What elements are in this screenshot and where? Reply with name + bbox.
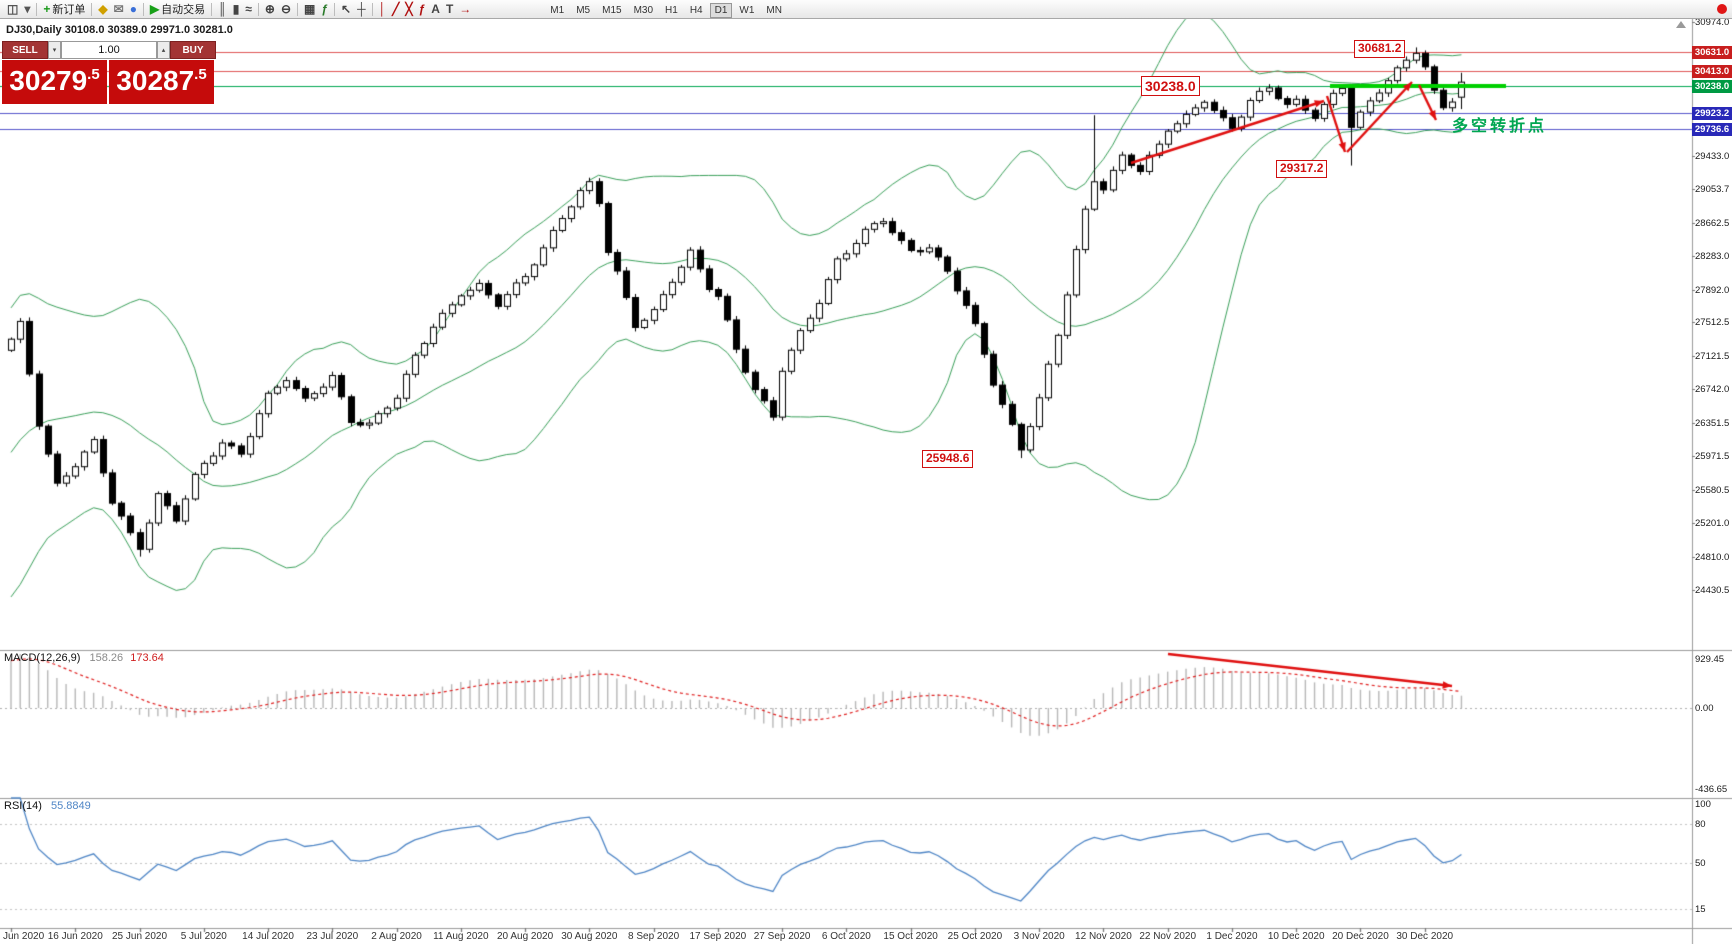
cursor-icon[interactable]: ↖: [338, 1, 354, 17]
chart-ohlc-title: DJ30,Daily 30108.0 30389.0 29971.0 30281…: [6, 24, 233, 36]
zoom-in-icon[interactable]: ⊕: [262, 1, 278, 17]
bars-chart-icon: ║: [218, 2, 227, 16]
fibonacci-icon: ƒ: [418, 2, 426, 16]
zoom-out-icon[interactable]: ⊖: [278, 1, 294, 17]
new-order-button-label: 新订单: [52, 3, 86, 16]
timeframe-toolbar: M1 M5 M15 M30 H1 H4 D1 W1 MN: [544, 0, 788, 18]
buy-price-box[interactable]: 30287 .5: [109, 60, 214, 104]
indicators-icon: ƒ: [321, 2, 329, 16]
cursor-icon: ↖: [341, 2, 352, 16]
zoom-out-icon: ⊖: [280, 2, 292, 16]
buy-price-main: 30287: [116, 65, 195, 96]
timeframe-h4[interactable]: H4: [689, 5, 703, 16]
trade-price-row: 30279 .5 30287 .5: [2, 60, 216, 104]
toolbar-separator: [334, 2, 336, 16]
vertical-line-icon[interactable]: │: [376, 1, 390, 17]
new-order-icon: +: [43, 1, 51, 16]
crosshair-icon: ┼: [357, 2, 366, 16]
buy-button[interactable]: BUY: [170, 41, 216, 59]
toolbar-separator: [142, 2, 144, 16]
sell-price-box[interactable]: 30279 .5: [2, 60, 107, 104]
candlestick-chart-icon: ▮: [232, 2, 240, 16]
news-icon: ●: [129, 2, 137, 16]
notification-badge[interactable]: [1717, 4, 1727, 14]
indicators-icon[interactable]: ƒ: [318, 1, 331, 17]
alert-icon[interactable]: ◆: [95, 1, 110, 17]
timeframe-m30[interactable]: M30: [633, 5, 654, 16]
text-icon[interactable]: A: [428, 1, 443, 17]
autotrade-icon: ▶: [149, 1, 160, 16]
timeframe-d1[interactable]: D1: [709, 3, 733, 18]
toolbar-separator: [211, 2, 213, 16]
trade-controls-row: SELL ▾ 1.00 ▴ BUY: [2, 41, 216, 59]
arrows-icon: →: [459, 2, 472, 16]
toolbar-separator: [297, 2, 299, 16]
vertical-line-icon: │: [378, 2, 387, 16]
buy-price-frac: .5: [194, 66, 207, 83]
timeframe-w1[interactable]: W1: [739, 5, 755, 16]
volume-up-spinner[interactable]: ▴: [157, 41, 170, 59]
trendline-icon: ╱: [392, 2, 400, 16]
sell-price-main: 30279: [9, 65, 88, 96]
trendline-icon[interactable]: ╱: [389, 1, 402, 17]
autotrade-button-label: 自动交易: [161, 3, 206, 16]
line-chart-icon[interactable]: ≈: [242, 1, 255, 17]
timeframe-m5[interactable]: M5: [576, 5, 591, 16]
new-order-button[interactable]: + 新订单: [40, 1, 88, 18]
text-icon: A: [431, 2, 440, 16]
tile-windows-icon[interactable]: ▦: [301, 1, 318, 17]
toolbar-separator: [257, 2, 259, 16]
sell-button[interactable]: SELL: [2, 41, 48, 59]
one-click-trading-panel: SELL ▾ 1.00 ▴ BUY 30279 .5 30287 .5: [2, 41, 216, 104]
line-chart-icon: ≈: [245, 2, 252, 16]
candlestick-chart-icon[interactable]: ▮: [230, 1, 243, 17]
timeframe-m1[interactable]: M1: [550, 5, 565, 16]
bars-chart-icon[interactable]: ║: [215, 1, 230, 17]
macd-value-signal: 173.64: [130, 652, 164, 664]
macd-name: MACD(12,26,9): [4, 652, 81, 664]
macd-value-main: 158.26: [89, 652, 124, 664]
turning-point-note[interactable]: 多空转折点: [1452, 118, 1548, 135]
timeframe-m15[interactable]: M15: [602, 5, 622, 16]
crosshair-icon[interactable]: ┼: [354, 1, 369, 17]
rsi-value: 55.8849: [50, 800, 91, 812]
rsi-indicator-label: RSI(14) 55.8849: [4, 800, 91, 812]
toolbar: ◫ ▾ + 新订单 ◆ ✉ ● ▶ 自动交易 ║ ▮ ≈ ⊕ ⊖ ▦ ƒ ↖ ┼ │ ╱ ╳ ƒ A T → M1 M5 M15 M30…: [0, 0, 1732, 19]
chart-dropdown-icon[interactable]: ▾: [21, 1, 33, 17]
toolbar-separator: [371, 2, 373, 16]
arrows-icon[interactable]: →: [456, 1, 474, 17]
zoom-in-icon: ⊕: [264, 2, 275, 16]
chart-dropdown-icon: ▾: [24, 2, 31, 16]
autotrade-button[interactable]: ▶ 自动交易: [147, 1, 208, 18]
toolbar-separator: [36, 2, 38, 16]
mailbox-icon: ✉: [113, 2, 124, 16]
rsi-name: RSI(14): [4, 800, 42, 812]
tile-windows-icon: ▦: [304, 2, 316, 16]
timeframe-mn[interactable]: MN: [766, 5, 782, 16]
new-chart-icon: ◫: [7, 2, 19, 16]
timeframe-h1[interactable]: H1: [665, 5, 678, 16]
text-label-icon: T: [445, 2, 454, 16]
mailbox-icon[interactable]: ✉: [111, 1, 127, 17]
volume-input[interactable]: 1.00: [61, 41, 157, 59]
macd-indicator-label: MACD(12,26,9) 158.26 173.64: [4, 652, 164, 664]
channel-icon[interactable]: ╳: [402, 1, 415, 17]
new-chart-icon[interactable]: ◫: [4, 1, 21, 17]
alert-icon: ◆: [98, 2, 108, 16]
text-label-icon[interactable]: T: [443, 1, 456, 17]
news-icon[interactable]: ●: [127, 1, 140, 17]
fibonacci-icon[interactable]: ƒ: [416, 1, 429, 17]
toolbar-separator: [91, 2, 93, 16]
channel-icon: ╳: [405, 2, 413, 16]
volume-down-spinner[interactable]: ▾: [48, 41, 61, 59]
chart-shift-marker[interactable]: [1676, 21, 1686, 28]
sell-price-frac: .5: [87, 66, 100, 83]
